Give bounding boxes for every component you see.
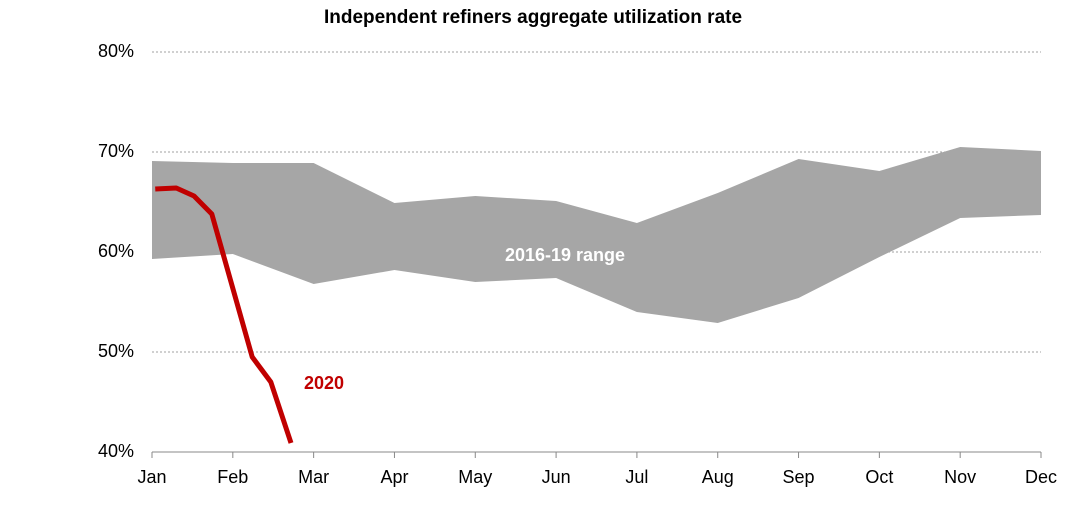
x-tick-label: Dec (1025, 467, 1057, 487)
y-tick-label: 70% (98, 141, 134, 161)
x-tick-label: Sep (783, 467, 815, 487)
x-tick-label: Jul (625, 467, 648, 487)
x-tick-label: May (458, 467, 492, 487)
range-area (152, 147, 1041, 323)
x-tick-label: Jan (137, 467, 166, 487)
x-tick-label: Oct (865, 467, 893, 487)
chart-title: Independent refiners aggregate utilizati… (324, 7, 742, 28)
x-tick-label: Mar (298, 467, 329, 487)
x-tick-label: Jun (542, 467, 571, 487)
y-tick-label: 40% (98, 441, 134, 461)
x-tick-label: Aug (702, 467, 734, 487)
x-tick-label: Nov (944, 467, 976, 487)
y-tick-label: 50% (98, 341, 134, 361)
series-label: 2020 (304, 373, 344, 393)
y-tick-label: 80% (98, 41, 134, 61)
range-label: 2016-19 range (505, 245, 625, 265)
x-tick-label: Feb (217, 467, 248, 487)
y-tick-label: 60% (98, 241, 134, 261)
line-2020 (155, 185, 294, 444)
x-tick-label: Apr (380, 467, 408, 487)
